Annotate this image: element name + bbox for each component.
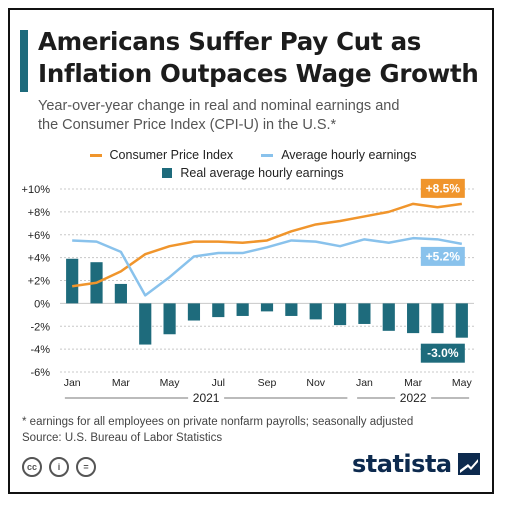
bar [163, 303, 176, 335]
bar [431, 303, 444, 334]
x-tick-label: Jan [356, 377, 373, 389]
y-tick-label: +10% [22, 184, 51, 196]
y-tick-label: +4% [28, 253, 51, 265]
attribution-icon[interactable]: i [49, 457, 69, 477]
bar [212, 303, 225, 318]
title-line-1: Americans Suffer Pay Cut as [38, 27, 422, 56]
legend-swatch-real [162, 168, 173, 178]
footnote-text: * earnings for all employees on private … [22, 416, 414, 428]
y-tick-label: 0% [34, 298, 50, 310]
brand-wordmark: statista [352, 450, 452, 478]
bar [139, 303, 152, 345]
legend-swatch-ahe [261, 153, 274, 157]
bar [309, 303, 322, 320]
y-tick-label: +6% [28, 230, 51, 242]
x-tick-label: May [160, 377, 181, 389]
statista-logo-icon [457, 453, 480, 475]
series-line [72, 202, 462, 288]
x-tick-label: Mar [404, 377, 423, 389]
legend-row-1: Consumer Price Index Average hourly earn… [0, 148, 506, 162]
cc-icon[interactable]: cc [22, 457, 42, 477]
callout-label: -3.0% [427, 346, 459, 360]
no-derivatives-icon[interactable]: = [76, 457, 96, 477]
source-text: Source: U.S. Bureau of Labor Statistics [22, 432, 223, 444]
legend-item-cpi: Consumer Price Index [89, 148, 234, 162]
x-tick-label: Jan [64, 377, 81, 389]
bar [66, 258, 79, 304]
subtitle-line-1: Year-over-year change in real and nomina… [38, 98, 400, 114]
bar [358, 303, 371, 324]
subtitle-line-2: the Consumer Price Index (CPI-U) in the … [38, 117, 337, 133]
bar [333, 303, 347, 326]
x-tick-label: Sep [258, 377, 277, 389]
callout-box [420, 343, 465, 363]
legend-row-2: Real average hourly earnings [0, 166, 506, 180]
legend-item-real: Real average hourly earnings [162, 166, 344, 180]
title-accent-bar [20, 30, 28, 92]
y-tick-label: -4% [30, 344, 50, 356]
x-tick-label: Jul [212, 377, 225, 389]
bar [407, 303, 420, 334]
legend-swatch-cpi [89, 153, 102, 157]
callout-box [420, 246, 465, 266]
x-tick-label: Nov [306, 377, 325, 389]
y-tick-label: -2% [30, 321, 50, 333]
license-icons: cc i = [22, 457, 103, 477]
bar [285, 303, 298, 316]
x-tick-label: May [452, 377, 473, 389]
legend-label-cpi: Consumer Price Index [109, 148, 234, 162]
bar [455, 303, 468, 338]
bar [382, 303, 395, 331]
series-line [72, 236, 463, 297]
page-subtitle: Year-over-year change in real and nomina… [38, 97, 488, 135]
statista-brand[interactable]: statista [352, 450, 480, 478]
y-tick-label: +2% [28, 276, 51, 288]
page-title: Americans Suffer Pay Cut as Inflation Ou… [38, 26, 488, 90]
bar [236, 303, 249, 316]
year-label: 2022 [400, 391, 427, 405]
title-line-2: Inflation Outpaces Wage Growth [38, 59, 479, 88]
legend-label-real: Real average hourly earnings [180, 166, 344, 180]
year-label: 2021 [193, 391, 220, 405]
callout-label: +5.2% [426, 249, 461, 263]
y-tick-label: +8% [28, 207, 51, 219]
callout-label: +8.5% [426, 181, 461, 195]
bar [260, 303, 274, 312]
x-tick-label: Mar [112, 377, 131, 389]
footnote: * earnings for all employees on private … [22, 414, 413, 446]
bar [187, 303, 201, 321]
statista-logo-mark [459, 459, 478, 473]
callout-box [420, 178, 465, 198]
bar [114, 283, 127, 304]
y-tick-label: -6% [30, 367, 50, 379]
legend-label-ahe: Average hourly earnings [281, 148, 417, 162]
legend-item-ahe: Average hourly earnings [261, 148, 416, 162]
